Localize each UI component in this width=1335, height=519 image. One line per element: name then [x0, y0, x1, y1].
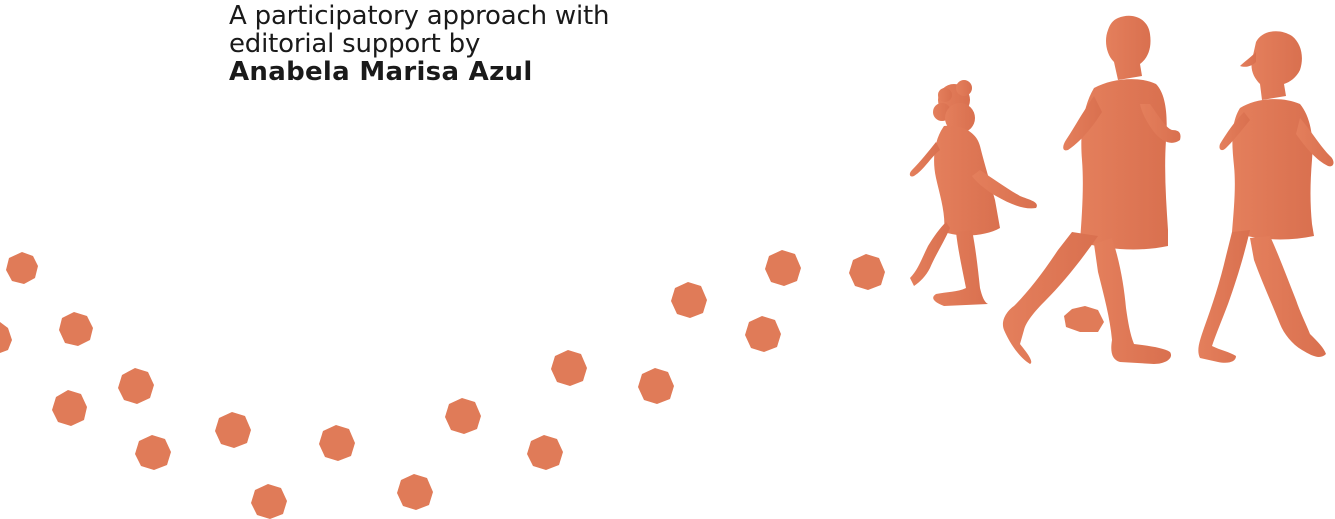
footprint	[638, 368, 674, 404]
footprint	[1064, 306, 1104, 332]
footprint	[251, 484, 287, 519]
credit-block: A participatory approach with editorial …	[229, 2, 609, 86]
child-silhouette	[909, 80, 1037, 306]
footprint	[671, 282, 707, 318]
footprint	[0, 322, 12, 353]
footprint	[6, 252, 38, 284]
footprint	[397, 474, 433, 510]
footprint	[59, 312, 93, 346]
man-silhouette	[1002, 15, 1181, 364]
footprint	[319, 425, 355, 461]
footprint	[215, 412, 251, 448]
footprint	[135, 435, 171, 470]
credit-line-1: A participatory approach with	[229, 1, 610, 31]
footprint	[551, 350, 587, 386]
footprint	[849, 254, 885, 290]
footprint	[52, 390, 87, 426]
footprint	[445, 398, 481, 434]
footprint	[527, 435, 563, 470]
editor-name: Anabela Marisa Azul	[229, 57, 533, 87]
woman-silhouette	[1198, 31, 1334, 363]
footprint	[118, 368, 154, 404]
credit-line-2: editorial support by	[229, 29, 481, 59]
footprint	[765, 250, 801, 286]
footprint-trail	[0, 250, 1104, 519]
footprint	[745, 316, 781, 352]
